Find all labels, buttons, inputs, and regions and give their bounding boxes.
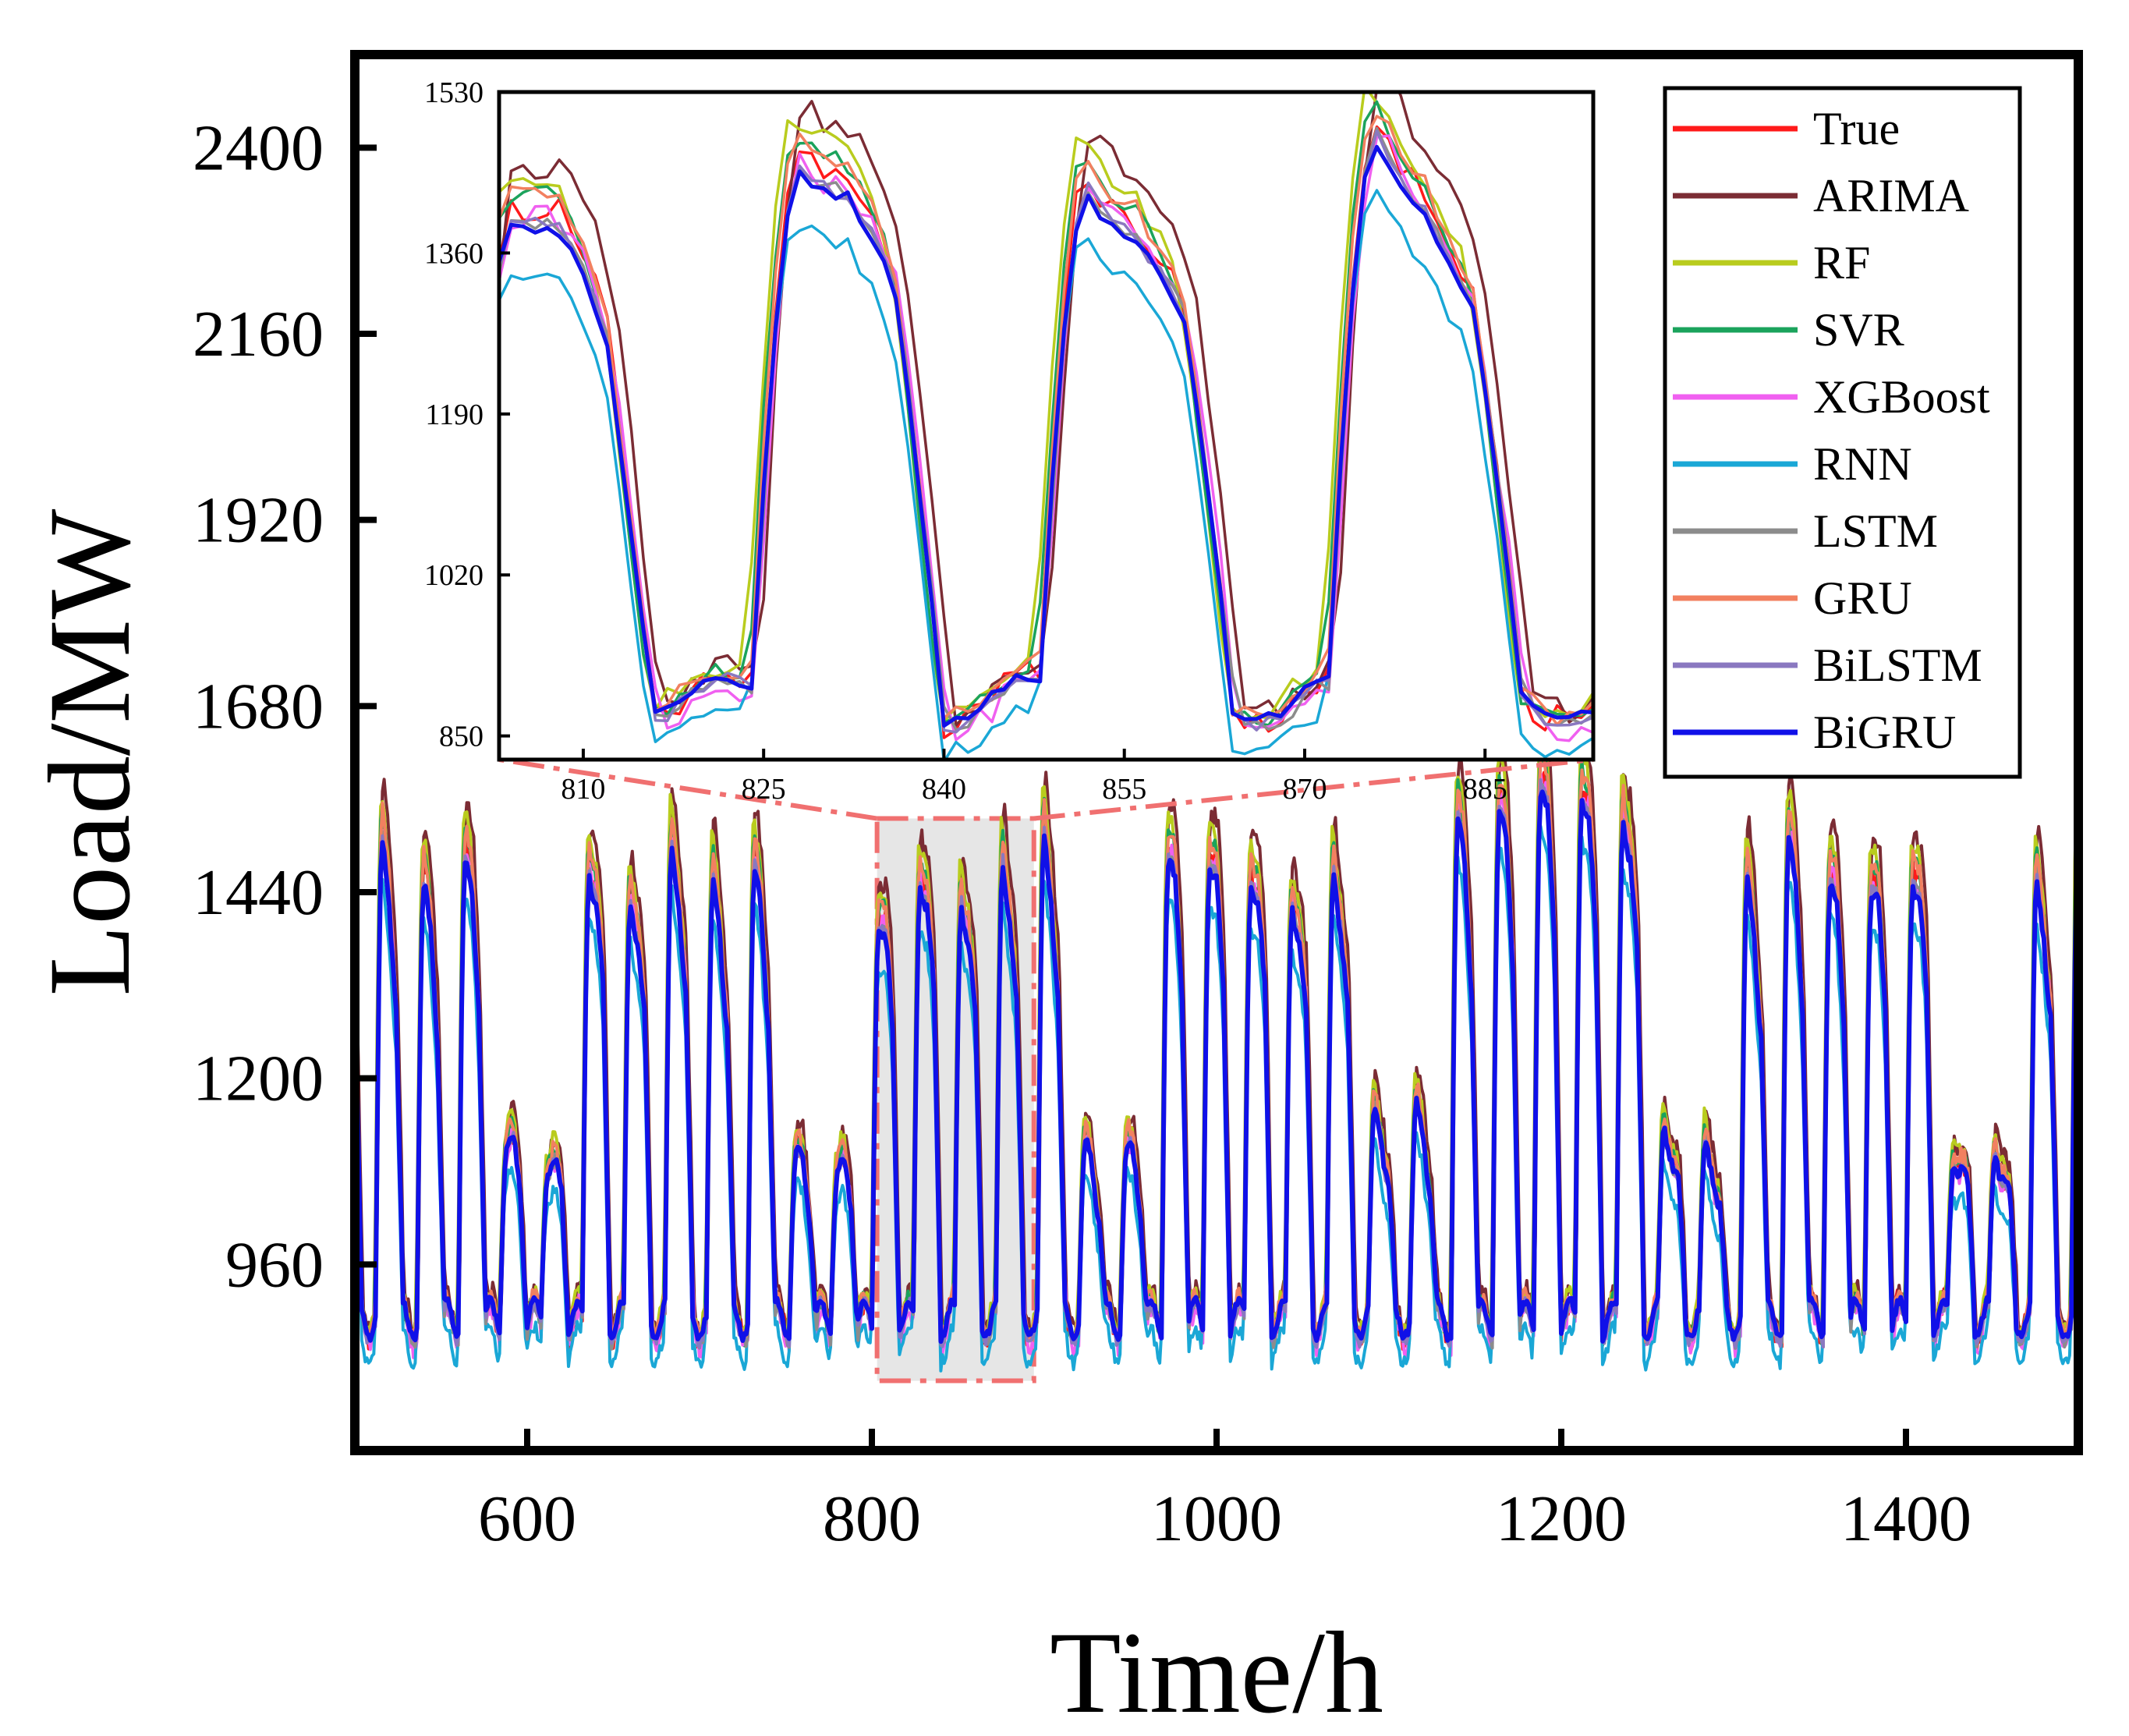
inset-y-tick-label: 1530: [424, 76, 484, 109]
x-tick-label: 1400: [1840, 1483, 1971, 1555]
zoom-connector-lines: [498, 757, 1594, 821]
inset-y-tick-label: 1190: [425, 399, 484, 431]
x-tick-label: 800: [823, 1483, 921, 1555]
legend-label-gru: GRU: [1813, 572, 1912, 624]
legend: True ARIMA RF SVR XGBoost RNN LSTM GRU BiLSTM BiG…: [1673, 103, 1990, 758]
series-line-rnn: [355, 824, 2078, 1373]
main-y-axis-ticks: 960 1200 1440 1680 1920 2160 2400: [193, 112, 377, 1301]
main-series-lines: [355, 727, 2078, 1373]
inset-x-tick-label: 810: [561, 773, 605, 806]
inset-series-line-rf: [499, 92, 1593, 724]
inset-y-tick-label: 850: [439, 721, 484, 753]
series-line-bigru: [355, 789, 2078, 1345]
series-line-rf: [355, 740, 2078, 1343]
inset-x-tick-label: 825: [742, 773, 786, 806]
inset-x-tick-label: 855: [1102, 773, 1146, 806]
legend-label-rf: RF: [1813, 237, 1870, 289]
legend-label-bilstm: BiLSTM: [1813, 639, 1982, 691]
legend-label-rnn: RNN: [1813, 438, 1912, 490]
inset-frame: [497, 90, 1596, 762]
y-axis-label: Load/MW: [25, 508, 154, 996]
legend-label-svr: SVR: [1813, 304, 1904, 356]
inset-x-tick-label: 870: [1282, 773, 1327, 806]
y-tick-label: 2400: [193, 112, 324, 184]
y-tick-label: 1440: [193, 856, 324, 929]
inset-series-lines: [499, 92, 1593, 760]
zoom-connector-right: [1033, 757, 1594, 821]
inset-x-tick-label: 840: [922, 773, 966, 806]
legend-box: [1663, 86, 2022, 779]
legend-label-true: True: [1813, 103, 1900, 154]
inset-series-line-bigru: [499, 144, 1593, 728]
y-tick-label: 960: [225, 1228, 324, 1301]
inset-y-tick-label: 1360: [424, 237, 484, 270]
y-tick-label: 2160: [193, 298, 324, 370]
y-tick-label: 1680: [193, 670, 324, 742]
x-tick-label: 600: [478, 1483, 576, 1555]
zoom-connector-left: [498, 757, 878, 821]
x-tick-label: 1000: [1151, 1483, 1282, 1555]
x-axis-label: Time/h: [1050, 1608, 1383, 1736]
legend-label-arima: ARIMA: [1813, 170, 1969, 221]
legend-label-xgboost: XGBoost: [1813, 371, 1990, 423]
legend-label-bigru: BiGRU: [1813, 707, 1956, 758]
x-tick-label: 1200: [1496, 1483, 1627, 1555]
inset-y-axis-ticks: 850 1020 1190 1360 1530: [424, 76, 510, 753]
y-tick-label: 1920: [193, 484, 324, 557]
inset-y-tick-label: 1020: [424, 559, 484, 592]
inset-x-tick-label: 885: [1463, 773, 1507, 806]
y-tick-label: 1200: [193, 1043, 324, 1115]
inset-series-line-svr: [499, 100, 1593, 727]
series-line-arima: [355, 727, 2078, 1345]
main-x-axis-ticks: 600 800 1000 1200 1400: [478, 1429, 1971, 1555]
inset-x-axis-ticks: 810 825 840 855 870 885: [561, 749, 1507, 806]
legend-label-lstm: LSTM: [1813, 505, 1938, 557]
